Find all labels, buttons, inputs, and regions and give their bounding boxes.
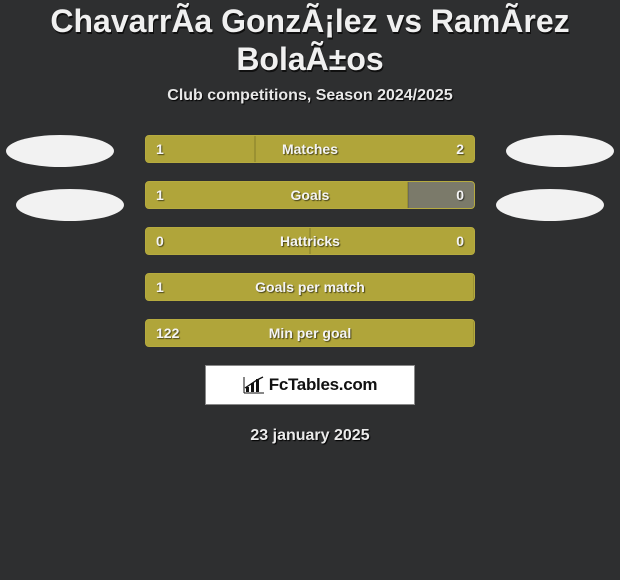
comparison-infographic: ChavarrÃ­a GonzÃ¡lez vs RamÃ­rez BolaÃ±o… <box>0 0 620 580</box>
player-blob-3 <box>496 189 604 221</box>
bar-chart-icon <box>243 376 265 394</box>
player-blob-0 <box>6 135 114 167</box>
footer-date: 23 january 2025 <box>0 427 620 445</box>
stat-row-goals-per-match: 1Goals per match <box>145 273 475 301</box>
player-blob-1 <box>506 135 614 167</box>
stat-row-hattricks: 00Hattricks <box>145 227 475 255</box>
stat-row-min-per-goal: 122Min per goal <box>145 319 475 347</box>
stat-row-matches: 12Matches <box>145 135 475 163</box>
site-logo: FcTables.com <box>205 365 415 405</box>
stats-board: 12Matches 10Goals 00Hattricks 1Goals per ma… <box>0 135 620 347</box>
subtitle: Club competitions, Season 2024/2025 <box>0 87 620 105</box>
page-title: ChavarrÃ­a GonzÃ¡lez vs RamÃ­rez BolaÃ±o… <box>10 2 610 79</box>
logo-text: FcTables.com <box>269 375 378 395</box>
player-blob-2 <box>16 189 124 221</box>
stat-row-goals: 10Goals <box>145 181 475 209</box>
